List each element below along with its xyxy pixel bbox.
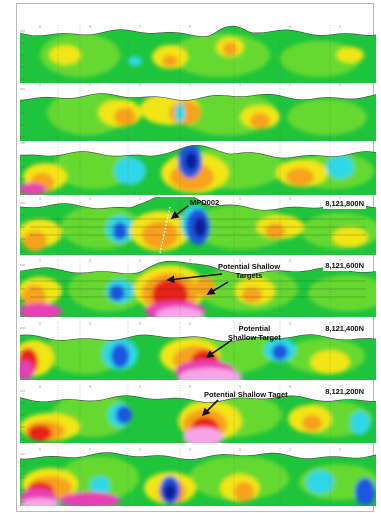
northing-label: 8,121,800N — [323, 199, 366, 209]
anomaly-very-low — [111, 344, 129, 368]
drillhole-trace — [159, 206, 171, 254]
section-panel: 8,121,800N — [20, 197, 376, 255]
resistivity-section — [20, 259, 376, 317]
anomaly-very-low — [355, 478, 375, 506]
anomaly-moderate — [336, 47, 364, 63]
ground-profile — [20, 452, 376, 460]
callout-line: MPD002 — [190, 198, 220, 207]
callout-label: Potential Shallow Taget — [204, 390, 288, 399]
callout-label: Potential Shallow Target — [228, 324, 281, 342]
anomaly-low — [114, 157, 146, 185]
anomaly-very-high — [20, 183, 46, 195]
ground-profile — [20, 144, 376, 159]
ground-profile — [20, 93, 376, 101]
resistivity-section — [20, 322, 376, 380]
ground-profile — [20, 395, 376, 403]
section-panel: 8,121,200N — [20, 385, 376, 443]
anomaly-elevated — [234, 482, 254, 502]
callout-label: Potential Shallow Targets — [218, 262, 280, 280]
section-panel — [20, 25, 376, 83]
section-panel — [20, 448, 376, 506]
anomaly-elevated — [250, 113, 270, 129]
anomaly-very-high — [60, 492, 120, 506]
anomaly-lowest — [185, 152, 197, 170]
anomaly-elevated — [302, 415, 322, 431]
resistivity-section — [20, 83, 376, 141]
anomaly-very-low — [109, 285, 125, 301]
anomaly-elevated — [114, 108, 136, 126]
ground-profile — [20, 197, 376, 211]
callout-line: Potential Shallow — [218, 262, 281, 271]
anomaly-low — [306, 470, 334, 494]
northing-label: 8,121,400N — [323, 324, 366, 334]
anomaly-elevated — [195, 277, 215, 297]
anomaly-moderate — [49, 45, 81, 65]
callout-label: MPD002 — [190, 198, 219, 207]
anomaly-lowest — [164, 484, 176, 500]
anomaly-elevated — [242, 287, 262, 303]
anomaly-moderate — [332, 227, 368, 247]
resistivity-section — [20, 197, 376, 255]
anomaly-high — [28, 425, 52, 441]
anomaly-low — [326, 155, 354, 179]
northing-label: 8,121,200N — [323, 387, 366, 397]
resistivity-section — [20, 137, 376, 195]
anomaly-elevated — [23, 231, 47, 251]
ground-profile — [20, 260, 376, 275]
anomaly-elevated — [162, 55, 178, 67]
anomaly-low — [90, 476, 110, 496]
callout-line: Potential Shallow Taget — [204, 390, 288, 399]
section-panel: 8,121,400N — [20, 322, 376, 380]
section-panel: 8,121,600N — [20, 259, 376, 317]
anomaly-elevated — [286, 168, 314, 186]
anomaly-very-high — [20, 360, 34, 380]
callout-line: Targets — [235, 271, 263, 280]
anomaly-extreme — [20, 498, 60, 506]
callout-line: Potential — [238, 324, 271, 333]
anomaly-very-low — [113, 222, 127, 240]
anomaly-elevated — [223, 42, 237, 56]
anomaly-extreme — [183, 427, 223, 443]
callout-line: Shallow Target — [228, 333, 281, 342]
resistivity-section — [20, 385, 376, 443]
ground-profile — [20, 334, 376, 342]
resistivity-section — [20, 25, 376, 83]
section-panel — [20, 83, 376, 141]
anomaly-extreme — [178, 368, 242, 380]
ground-profile — [20, 25, 376, 37]
northing-label: 8,121,600N — [323, 261, 366, 271]
anomaly-elevated — [265, 223, 285, 239]
anomaly-very-high — [20, 303, 62, 317]
resistivity-section — [20, 448, 376, 506]
anomaly-very-low — [116, 406, 132, 424]
anomaly-low — [350, 411, 370, 435]
anomaly-low — [128, 56, 142, 66]
section-panel — [20, 137, 376, 195]
